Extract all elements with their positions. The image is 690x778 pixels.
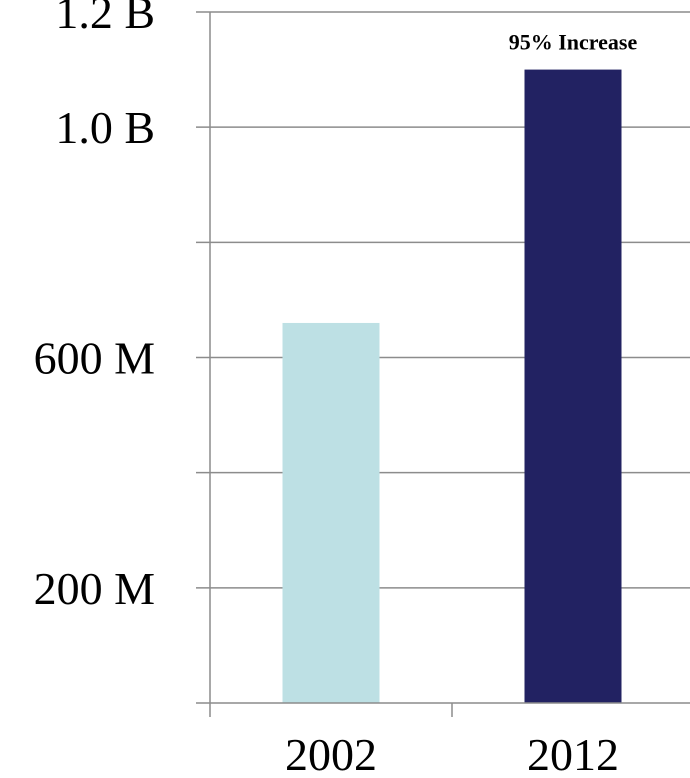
y-tick-label: 1.0 B	[55, 102, 155, 153]
tick-labels: 200 M 600 M 1.0 B 1.2 B 2002 2012	[34, 0, 619, 778]
axes	[196, 12, 690, 717]
y-tick-label: 200 M	[34, 563, 155, 614]
x-tick-label: 2012	[527, 729, 619, 778]
bar-2012	[524, 69, 622, 704]
y-tick-label: 600 M	[34, 333, 155, 384]
y-tick-label: 1.2 B	[55, 0, 155, 38]
increase-annotation: 95% Increase	[509, 30, 638, 55]
bar-2002	[282, 322, 380, 703]
x-tick-label: 2002	[285, 729, 377, 778]
bars	[282, 69, 622, 704]
